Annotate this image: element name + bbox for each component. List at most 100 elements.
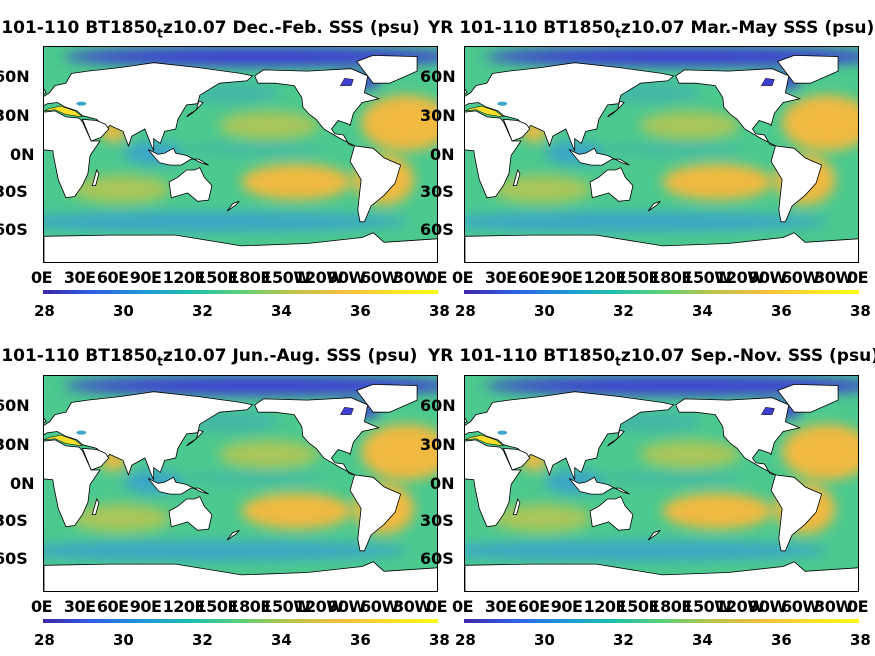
colorbar-tick-label: 30 <box>534 631 555 649</box>
salinity-field <box>603 473 744 484</box>
lon-label: 180E <box>228 268 272 287</box>
lon-label: 90W <box>327 597 366 616</box>
salinity-field <box>44 211 409 232</box>
sss-map <box>464 46 859 263</box>
colorbar-tick-label: 30 <box>113 302 134 320</box>
salinity-field <box>182 144 323 155</box>
land-japan <box>186 100 204 118</box>
lon-label: 180E <box>649 268 693 287</box>
lat-label-60n: 60N <box>420 396 456 415</box>
lon-label: 90W <box>748 268 787 287</box>
salinity-field <box>182 473 323 484</box>
colorbar-tick-label: 36 <box>771 302 792 320</box>
lat-label-30n: 30N <box>420 435 456 454</box>
colorbar-tick-label: 30 <box>113 631 134 649</box>
salinity-field <box>491 504 592 533</box>
black-sea <box>76 430 87 435</box>
land-uk <box>44 88 47 94</box>
land-uk <box>44 417 47 423</box>
salinity-field <box>782 94 858 151</box>
land-northAm <box>675 397 802 476</box>
lat-label-0n: 0N <box>10 474 35 493</box>
colorbar-tick-label: 28 <box>34 631 55 649</box>
mediterranean-sea <box>44 105 84 118</box>
land-antarctica <box>465 232 858 262</box>
panel-jun-aug: YR 101-110 BT1850tz10.07 Jun.-Aug. SSS (… <box>0 328 450 656</box>
panel-dec-feb: YR 101-110 BT1850tz10.07 Dec.-Feb. SSS (… <box>0 0 450 328</box>
lat-label-60s: 60S <box>0 549 28 568</box>
lon-label: 150W <box>261 268 311 287</box>
lon-label: 30E <box>484 268 517 287</box>
lon-label: 60W <box>360 597 399 616</box>
colorbar-tick-label: 38 <box>429 302 450 320</box>
title-subscript: t <box>615 26 621 41</box>
land-antarctica <box>44 232 437 262</box>
land-madagascar <box>91 169 100 187</box>
land-nz <box>226 200 240 212</box>
lon-label: 90E <box>129 268 162 287</box>
lat-label-60s: 60S <box>420 549 454 568</box>
colorbar-tick-label: 32 <box>192 631 213 649</box>
black-sea <box>497 430 508 435</box>
lon-label: 90W <box>327 268 366 287</box>
colorbar-tick-label: 38 <box>850 631 871 649</box>
lat-label-30s: 30S <box>0 511 28 530</box>
title-main: YR 101-110 BT1850 <box>0 346 158 366</box>
lon-label: 60W <box>360 268 399 287</box>
lat-label-30s: 30S <box>0 182 28 201</box>
colorbar <box>464 619 859 623</box>
salinity-field <box>44 540 409 561</box>
panel-mar-may: YR 101-110 BT1850tz10.07 Mar.-May SSS (p… <box>420 0 874 328</box>
colorbar-tick-label: 32 <box>192 302 213 320</box>
mediterranean-sea <box>44 434 84 447</box>
lon-label: 0E <box>847 597 869 616</box>
land-australia <box>168 496 213 531</box>
salinity-field <box>491 175 592 204</box>
land-australia <box>589 167 634 202</box>
lat-label-0n: 0N <box>430 145 455 164</box>
lon-label: 0E <box>31 268 53 287</box>
land-arabia <box>502 118 531 142</box>
lon-label: 150E <box>195 597 239 616</box>
salinity-field <box>484 47 858 67</box>
lon-label: 60E <box>96 268 129 287</box>
land-africa <box>44 439 101 528</box>
land-madagascar <box>512 498 521 516</box>
panel-title: YR 101-110 BT1850tz10.07 Jun.-Aug. SSS (… <box>0 346 417 368</box>
salinity-field <box>603 144 744 155</box>
title-rest: z10.07 Mar.-May SSS (psu) <box>620 18 875 38</box>
salinity-field <box>639 440 740 469</box>
lon-label: 0E <box>452 597 474 616</box>
land-greenland <box>777 383 839 413</box>
title-rest: z10.07 Jun.-Aug. SSS (psu) <box>162 346 418 366</box>
lon-label: 90E <box>129 597 162 616</box>
land-greenland <box>777 54 839 84</box>
salinity-field <box>241 164 352 201</box>
lon-label: 30E <box>484 597 517 616</box>
salinity-field <box>63 47 437 67</box>
land-indonesia <box>568 476 630 495</box>
colorbar <box>464 290 859 294</box>
lon-label: 120W <box>715 268 765 287</box>
land-indonesia <box>147 476 209 495</box>
sss-map <box>43 46 438 263</box>
colorbar <box>43 619 438 623</box>
lon-label: 30W <box>814 268 853 287</box>
lon-label: 30E <box>63 268 96 287</box>
lon-label: 120W <box>715 597 765 616</box>
panel-title: YR 101-110 BT1850tz10.07 Mar.-May SSS (p… <box>428 18 874 41</box>
land-arabia <box>502 447 531 471</box>
land-japan <box>607 429 625 447</box>
lon-label: 0E <box>847 268 869 287</box>
lat-label-60n: 60N <box>0 396 30 415</box>
colorbar-tick-label: 28 <box>34 302 55 320</box>
salinity-field <box>484 376 858 396</box>
lat-label-30n: 30N <box>0 106 30 125</box>
land-arabia <box>81 118 110 142</box>
land-southAm <box>349 145 402 223</box>
land-antarctica <box>465 561 858 591</box>
hudson-bay <box>339 407 354 415</box>
land-nz <box>226 529 240 541</box>
sss-map <box>464 375 859 592</box>
colorbar-tick-label: 34 <box>692 302 713 320</box>
